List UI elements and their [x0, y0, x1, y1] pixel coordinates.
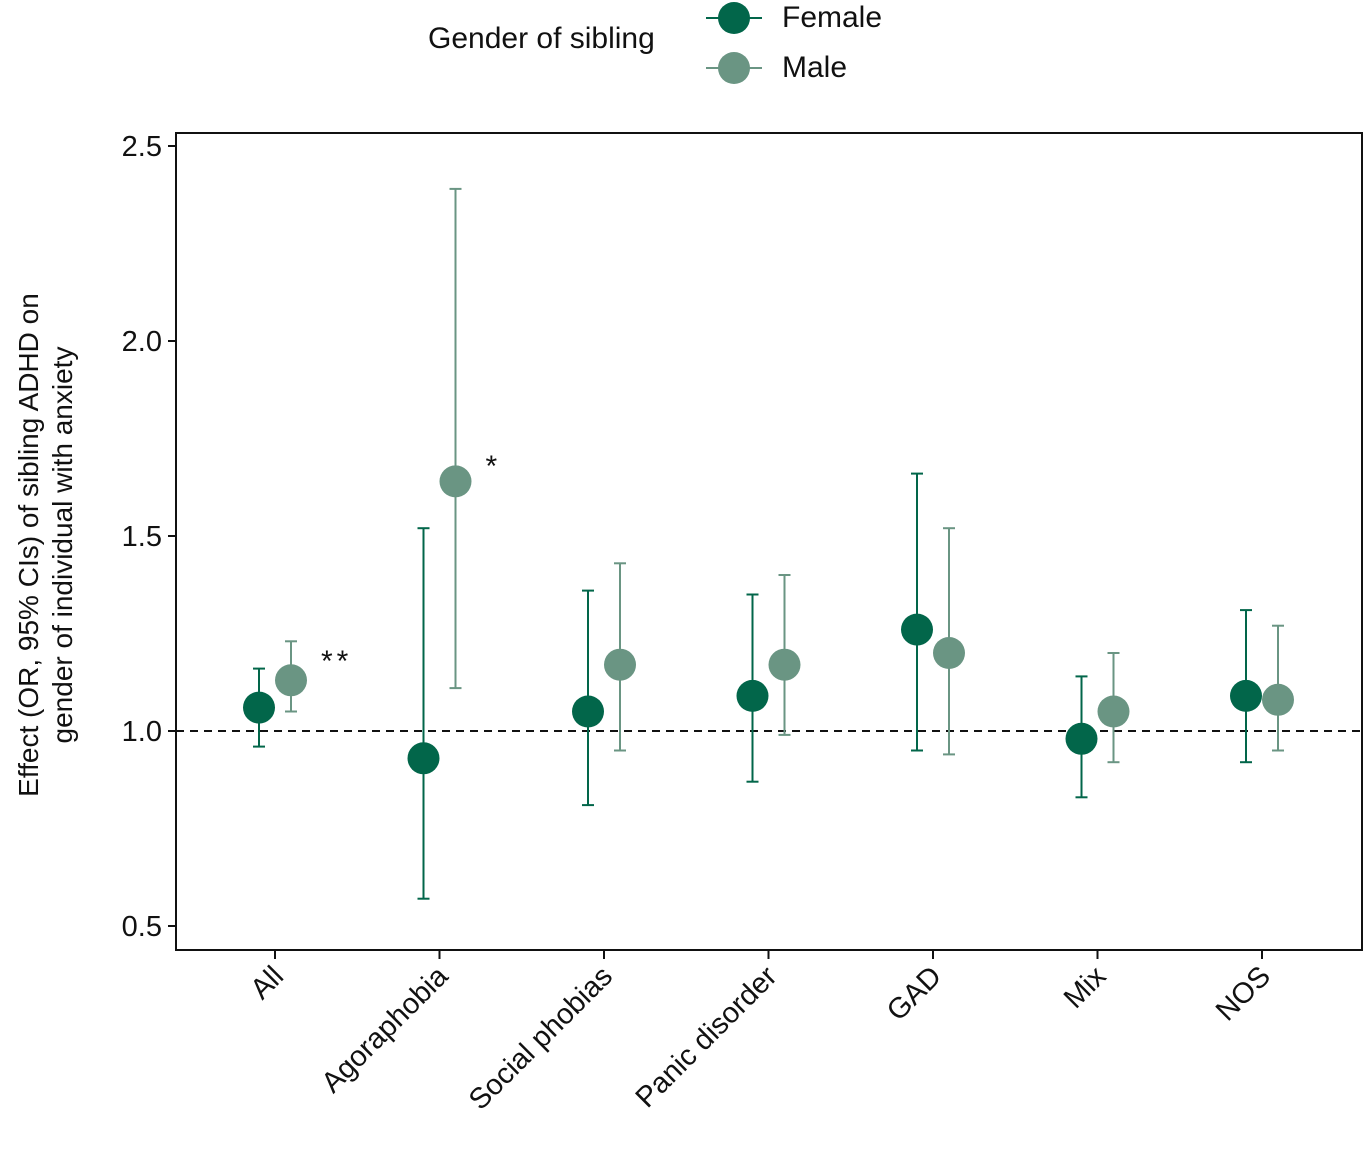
plot-area: [175, 132, 1363, 951]
y-tick-label: 1.0: [122, 716, 162, 748]
series-layer: [243, 187, 1294, 900]
legend-label-male: Male: [782, 51, 848, 84]
y-tick-label: 2.5: [122, 131, 162, 163]
y-tick-label: 1.5: [122, 521, 162, 553]
significance-marker: *: [486, 450, 502, 483]
significance-marker: **: [321, 645, 352, 678]
plot-frame: [175, 132, 1363, 951]
y-axis-label: Effect (OR, 95% CIs) of sibling ADHD on …: [12, 185, 80, 905]
data-point: [439, 465, 472, 498]
x-axis: All Agoraphobia Social phobias Panic disord…: [245, 950, 1277, 1116]
y-tick-label: 2.0: [122, 326, 162, 358]
data-point: [933, 637, 965, 669]
x-tick-label: Agoraphobia: [316, 960, 456, 1100]
data-point: [407, 742, 440, 775]
y-axis-label-line2: gender of individual with anxiety: [47, 346, 78, 744]
x-tick-label: Social phobias: [463, 960, 619, 1116]
x-tick-label: Panic disorder: [630, 960, 784, 1114]
x-tick-label: Mix: [1058, 960, 1113, 1015]
legend-item-female: Female: [706, 0, 966, 40]
data-point: [768, 648, 801, 681]
series-male: [275, 187, 1294, 764]
data-point: [1230, 679, 1262, 712]
y-tick-label: 0.5: [122, 911, 162, 943]
legend-marker-male: [706, 52, 762, 84]
data-point: [1262, 683, 1294, 716]
data-point: [275, 664, 307, 697]
series-female: [243, 472, 1262, 900]
legend-marker-female: [706, 2, 762, 34]
data-point: [572, 695, 604, 728]
data-point: [1097, 695, 1130, 728]
legend-label-female: Female: [782, 1, 883, 34]
data-point: [901, 613, 933, 646]
data-point: [736, 679, 769, 712]
annotations: ***: [321, 450, 502, 678]
legend-title: Gender of sibling: [428, 22, 655, 55]
y-axis-label-line1: Effect (OR, 95% CIs) of sibling ADHD on: [13, 293, 44, 797]
x-tick-label: NOS: [1210, 960, 1277, 1027]
x-tick-label: All: [245, 960, 290, 1005]
data-point: [243, 691, 275, 724]
x-tick-label: GAD: [881, 960, 948, 1027]
y-axis: 0.5 1.0 1.5 2.0 2.5: [122, 131, 176, 943]
data-point: [604, 648, 636, 681]
data-point: [1065, 722, 1098, 755]
legend-item-male: Male: [706, 50, 966, 90]
